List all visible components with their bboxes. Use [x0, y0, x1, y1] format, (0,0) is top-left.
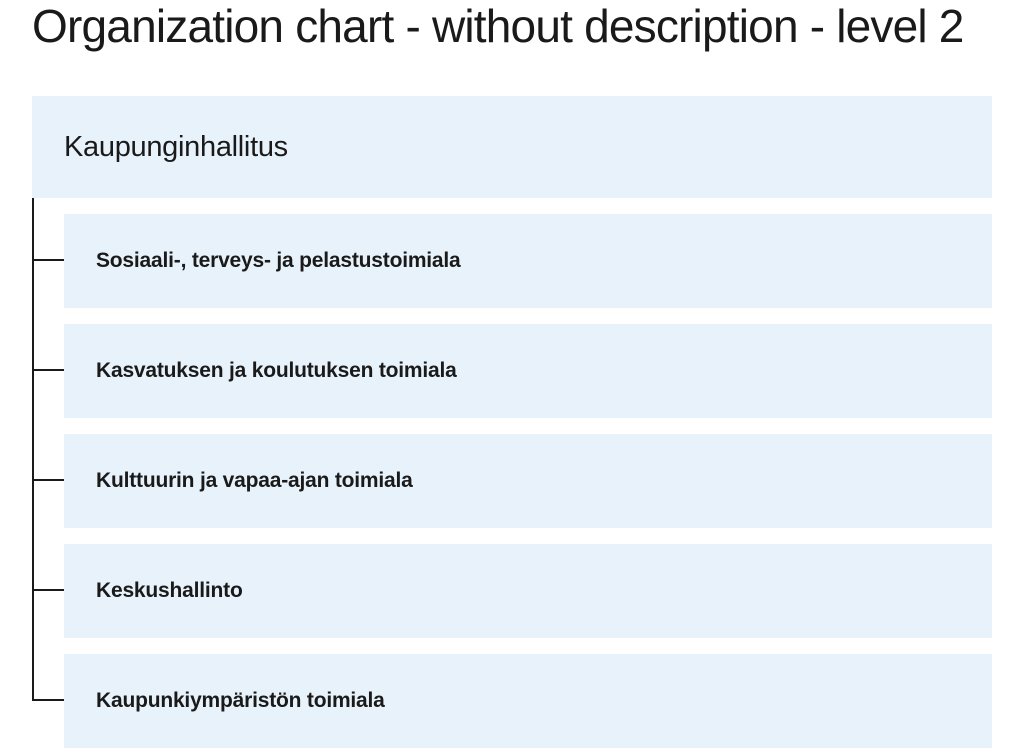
org-child-label: Kasvatuksen ja koulutuksen toimiala: [96, 359, 457, 382]
org-child-card-kaupunkiymparisto[interactable]: Kaupunkiympäristön toimiala: [64, 654, 992, 748]
org-root-card[interactable]: Kaupunginhallitus: [32, 96, 992, 198]
org-child-card-sosiaali-terveys-pelastus[interactable]: Sosiaali-, terveys- ja pelastustoimiala: [64, 214, 992, 308]
org-child-label: Sosiaali-, terveys- ja pelastustoimiala: [96, 249, 461, 272]
tree-connector-branch: [32, 479, 64, 481]
tree-connector-branch: [32, 589, 64, 591]
page-title: Organization chart - without description…: [32, 0, 964, 52]
org-child-card-kasvatus-koulutus[interactable]: Kasvatuksen ja koulutuksen toimiala: [64, 324, 992, 418]
org-child-card-kulttuuri-vapaa-aika[interactable]: Kulttuurin ja vapaa-ajan toimiala: [64, 434, 992, 528]
org-child-label: Keskushallinto: [96, 579, 243, 602]
org-child-label: Kaupunkiympäristön toimiala: [96, 689, 385, 712]
org-chart: Kaupunginhallitus Sosiaali-, terveys- ja…: [32, 96, 992, 748]
org-child-label: Kulttuurin ja vapaa-ajan toimiala: [96, 469, 413, 492]
tree-connector-branch: [32, 259, 64, 261]
org-root-label: Kaupunginhallitus: [64, 130, 288, 163]
tree-connector-branch: [32, 369, 64, 371]
org-child-card-keskushallinto[interactable]: Keskushallinto: [64, 544, 992, 638]
tree-connector-branch: [32, 699, 64, 701]
tree-connector-vertical: [32, 198, 34, 701]
